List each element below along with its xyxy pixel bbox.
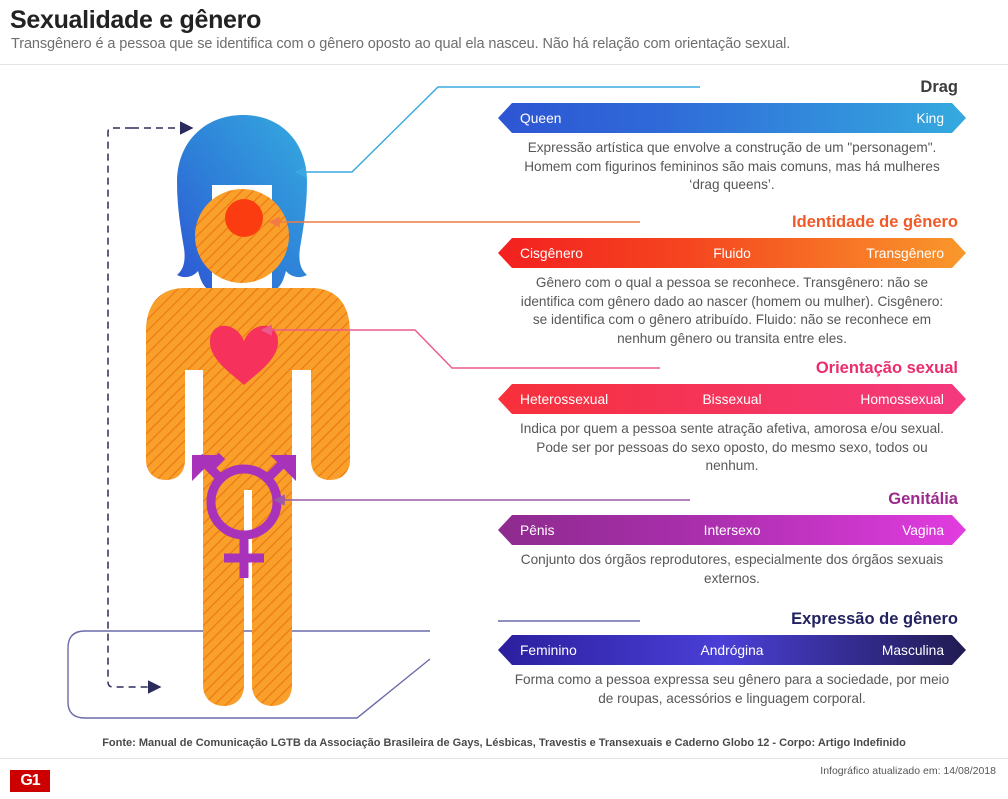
expressao-title: Expressão de gênero	[791, 610, 958, 628]
identidade-title: Identidade de gênero	[792, 213, 958, 231]
section-drag: Drag Queen King Expressão artística que …	[498, 76, 966, 195]
genitalia-scale-right: Vagina	[902, 522, 944, 538]
identidade-scale-left: Cisgênero	[520, 245, 583, 261]
footer-divider	[0, 758, 1008, 759]
identidade-description: Gênero com o qual a pessoa se reconhece.…	[520, 275, 944, 346]
person-svg	[67, 115, 431, 719]
g1-logo[interactable]: G1	[10, 770, 50, 792]
genitalia-scale-middle: Intersexo	[703, 522, 761, 538]
section-identidade-de-genero: Identidade de gênero Cisgênero Fluido Tr…	[498, 211, 966, 348]
header-divider	[0, 64, 1008, 65]
genitalia-scale-left: Pênis	[520, 522, 555, 538]
person-illustration	[0, 70, 500, 730]
expressao-scale-right: Masculina	[881, 642, 944, 658]
drag-description: Expressão artística que envolve a constr…	[524, 140, 940, 192]
orientacao-scale-middle: Bissexual	[702, 391, 762, 407]
updated-note: Infográfico atualizado em: 14/08/2018	[820, 765, 996, 777]
identidade-scale-middle: Fluido	[713, 245, 751, 261]
genitalia-scale-bar[interactable]: Pênis Intersexo Vagina	[498, 515, 966, 545]
drag-title: Drag	[920, 78, 958, 96]
expressao-description: Forma como a pessoa expressa seu gênero …	[514, 672, 950, 706]
expressao-scale-left: Feminino	[520, 642, 577, 658]
section-genitalia: Genitália Pênis Intersexo Vagina Conjunt…	[498, 488, 966, 588]
section-expressao-de-genero: Expressão de gênero Feminino Andrógina M…	[498, 608, 966, 708]
head-identity-dot	[225, 199, 263, 237]
expressao-wrap-connector	[67, 630, 431, 719]
dashed-guide-line	[107, 127, 155, 688]
genitalia-description: Conjunto dos órgãos reprodutores, especi…	[520, 552, 944, 586]
orientacao-scale-right: Homossexual	[860, 391, 944, 407]
drag-scale-right: King	[916, 110, 944, 126]
expressao-scale-middle: Andrógina	[700, 642, 764, 658]
expressao-scale-bar[interactable]: Feminino Andrógina Masculina	[498, 635, 966, 665]
page-title: Sexualidade e gênero	[10, 6, 262, 34]
genitalia-title: Genitália	[888, 490, 958, 508]
orientacao-scale-left: Heterossexual	[520, 391, 609, 407]
section-orientacao-sexual: Orientação sexual Heterossexual Bissexua…	[498, 357, 966, 476]
header: Sexualidade e gênero Transgênero é a pes…	[0, 0, 1008, 66]
source-note: Fonte: Manual de Comunicação LGTB da Ass…	[102, 737, 906, 749]
transgender-symbol-arrows-icon	[192, 455, 296, 481]
orientacao-scale-bar[interactable]: Heterossexual Bissexual Homossexual	[498, 384, 966, 414]
heart-icon	[210, 325, 278, 385]
page-subtitle: Transgênero é a pessoa que se identifica…	[11, 36, 791, 52]
orientacao-description: Indica por quem a pessoa sente atração a…	[520, 421, 944, 473]
drag-scale-left: Queen	[520, 110, 562, 126]
orientacao-title: Orientação sexual	[815, 359, 958, 377]
identidade-scale-bar[interactable]: Cisgênero Fluido Transgênero	[498, 238, 966, 268]
identidade-scale-right: Transgênero	[866, 245, 944, 261]
drag-scale-bar[interactable]: Queen King	[498, 103, 966, 133]
